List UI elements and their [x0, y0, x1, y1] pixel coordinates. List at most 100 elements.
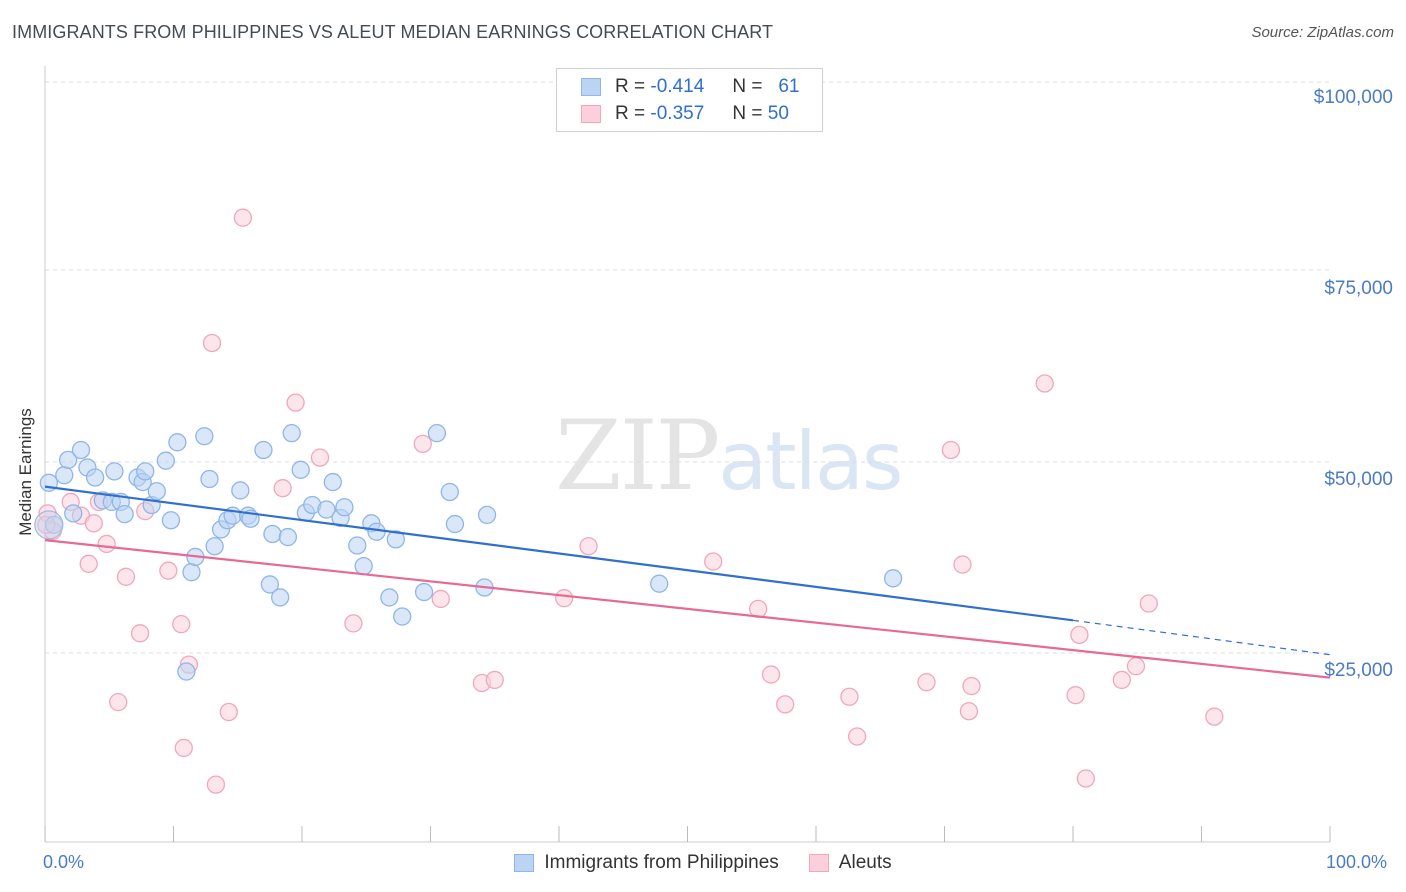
point-aleuts — [174, 738, 193, 758]
point-aleuts — [233, 208, 253, 227]
point-philippines — [335, 498, 354, 517]
point-philippines — [71, 440, 91, 460]
point-philippines — [260, 575, 280, 594]
point-aleuts — [485, 670, 504, 690]
x-tick-label-max: 100.0% — [1326, 852, 1388, 872]
y-axis-label: Median Earnings — [16, 408, 35, 536]
point-aleuts — [959, 702, 979, 721]
point-philippines — [177, 662, 196, 681]
point-philippines — [105, 462, 124, 481]
chart-title: IMMIGRANTS FROM PHILIPPINES VS ALEUT MED… — [12, 22, 774, 42]
point-aleuts — [310, 448, 330, 467]
point-philippines — [58, 450, 78, 470]
point-philippines — [161, 511, 181, 530]
point-philippines — [323, 472, 342, 492]
point-aleuts — [159, 561, 178, 580]
point-philippines — [271, 588, 290, 607]
point-aleuts — [704, 552, 723, 571]
point-philippines — [156, 451, 175, 470]
correlation-legend: R = -0.414 N = 61 R = -0.357 N = 50 — [556, 68, 823, 132]
point-philippines — [282, 424, 301, 443]
point-aleuts — [109, 692, 128, 712]
point-aleuts — [847, 727, 867, 746]
point-philippines — [445, 514, 465, 534]
point-aleuts — [97, 534, 116, 554]
legend-row-aleuts: R = -0.357 N = 50 — [581, 102, 789, 126]
legend-n-value: 50 — [767, 103, 789, 124]
point-aleuts — [941, 440, 961, 460]
series-legend: Immigrants from Philippines Aleuts — [0, 852, 1406, 874]
point-aleuts — [1070, 625, 1089, 645]
point-philippines — [348, 536, 367, 555]
point-philippines — [883, 569, 903, 588]
legend-item-philippines[interactable]: Immigrants from Philippines — [514, 852, 779, 874]
point-philippines — [367, 522, 386, 541]
point-philippines — [195, 427, 214, 446]
legend-item-aleuts[interactable]: Aleuts — [808, 852, 892, 874]
legend-r-label: R = — [615, 103, 646, 124]
point-aleuts — [79, 554, 98, 573]
legend-r-value: -0.414 — [650, 76, 705, 97]
legend-swatch-pink — [581, 105, 601, 123]
point-aleuts — [273, 479, 292, 498]
point-philippines — [278, 527, 298, 547]
point-aleuts — [202, 333, 222, 353]
watermark-zip: ZIP — [555, 400, 720, 512]
point-philippines — [440, 482, 459, 502]
point-philippines — [136, 462, 155, 481]
trend-line-aleuts — [44, 539, 1331, 679]
point-aleuts — [917, 673, 936, 692]
legend-swatch-pink — [808, 854, 829, 872]
legend-label-aleuts: Aleuts — [838, 852, 892, 873]
point-aleuts — [172, 615, 191, 634]
point-aleuts — [1112, 670, 1131, 690]
point-aleuts — [431, 589, 450, 609]
point-philippines — [168, 433, 187, 452]
point-aleuts — [1066, 686, 1085, 705]
legend-n-value: 61 — [778, 76, 800, 97]
point-aleuts — [206, 775, 226, 794]
point-aleuts — [1076, 769, 1095, 788]
y-tick-label: $50,000 — [1324, 469, 1393, 490]
legend-r-value: -0.357 — [650, 103, 705, 124]
legend-label-philippines: Immigrants from Philippines — [544, 852, 779, 873]
point-overlap-cluster — [34, 510, 64, 540]
point-philippines — [650, 574, 669, 593]
point-philippines — [254, 440, 273, 460]
point-philippines — [414, 582, 434, 602]
point-aleuts — [219, 702, 238, 722]
point-aleuts — [116, 567, 136, 586]
x-tick-label-min: 0.0% — [43, 852, 85, 872]
point-philippines — [200, 469, 219, 489]
trend-line-philippines-extension — [1072, 619, 1331, 656]
point-philippines — [477, 505, 497, 525]
y-tick-label: $100,000 — [1314, 87, 1393, 108]
point-philippines — [393, 607, 412, 626]
point-aleuts — [776, 695, 795, 714]
point-philippines — [182, 563, 201, 582]
legend-n-label: N = — [732, 76, 763, 97]
point-philippines — [317, 500, 336, 519]
y-tick-label: $25,000 — [1324, 660, 1393, 681]
point-philippines — [147, 482, 166, 501]
legend-swatch-blue — [581, 78, 601, 96]
point-aleuts — [1035, 374, 1054, 393]
legend-n-label: N = — [732, 103, 763, 124]
point-aleuts — [413, 434, 432, 454]
point-aleuts — [130, 624, 150, 643]
point-philippines — [291, 460, 310, 479]
point-aleuts — [1126, 657, 1146, 676]
point-aleuts — [84, 514, 103, 533]
point-philippines — [205, 537, 224, 556]
point-aleuts — [579, 537, 598, 556]
point-aleuts — [344, 614, 363, 633]
point-aleuts — [761, 665, 781, 684]
y-tick-label: $75,000 — [1324, 278, 1393, 299]
point-philippines — [55, 466, 74, 485]
point-philippines — [380, 588, 399, 607]
point-aleuts — [953, 555, 972, 574]
point-philippines — [231, 481, 250, 500]
legend-r-label: R = — [615, 76, 646, 97]
legend-swatch-blue — [514, 854, 535, 872]
